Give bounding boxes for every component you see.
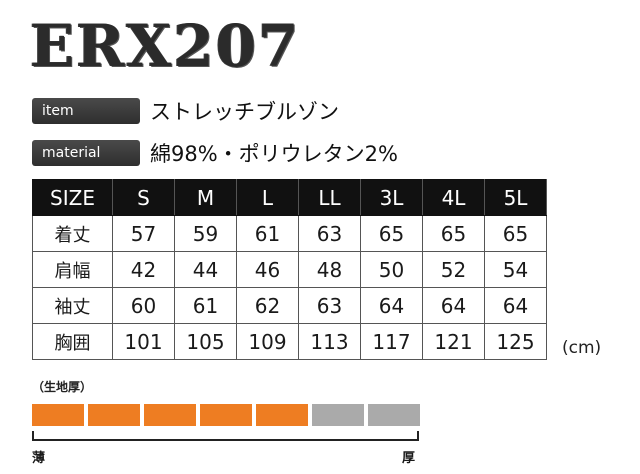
table-cell: 44 <box>174 251 237 288</box>
thickness-segment-filled <box>256 404 308 426</box>
table-cell: 52 <box>422 251 485 288</box>
size-table-header: SIZE S M L LL 3L 4L 5L <box>32 179 547 216</box>
table-cell: 60 <box>112 287 175 324</box>
table-cell: 113 <box>298 323 361 360</box>
table-cell: 61 <box>236 215 299 252</box>
table-cell: 64 <box>484 287 547 324</box>
row-label: 着丈 <box>32 215 113 252</box>
table-row: 着丈 57 59 61 63 65 65 65 <box>32 215 547 252</box>
table-cell: 48 <box>298 251 361 288</box>
table-cell: 54 <box>484 251 547 288</box>
table-row: 袖丈 60 61 62 63 64 64 64 <box>32 287 547 324</box>
header-cell: L <box>236 179 299 216</box>
table-cell: 65 <box>360 215 423 252</box>
header-cell: 5L <box>484 179 547 216</box>
header-cell-size: SIZE <box>32 179 113 216</box>
table-cell: 125 <box>484 323 547 360</box>
thickness-segment-empty <box>368 404 420 426</box>
table-cell: 65 <box>422 215 485 252</box>
thickness-scale-bracket <box>32 431 419 441</box>
spec-row-material: material 綿98%・ポリウレタン2% <box>32 140 398 166</box>
table-cell: 42 <box>112 251 175 288</box>
table-cell: 65 <box>484 215 547 252</box>
header-cell: S <box>112 179 175 216</box>
thickness-segment-empty <box>312 404 364 426</box>
table-cell: 46 <box>236 251 299 288</box>
row-label: 袖丈 <box>32 287 113 324</box>
size-table: SIZE S M L LL 3L 4L 5L 着丈 57 59 61 63 65… <box>32 179 547 360</box>
thickness-min-label: 薄 <box>32 451 46 466</box>
table-cell: 105 <box>174 323 237 360</box>
table-cell: 109 <box>236 323 299 360</box>
table-cell: 64 <box>360 287 423 324</box>
thickness-segment-filled <box>88 404 140 426</box>
fabric-thickness-meter <box>32 404 420 426</box>
thickness-max-label: 厚 <box>402 451 416 466</box>
table-cell: 121 <box>422 323 485 360</box>
header-cell: M <box>174 179 237 216</box>
thickness-segment-filled <box>144 404 196 426</box>
table-cell: 63 <box>298 287 361 324</box>
spec-tag-material: material <box>32 140 140 166</box>
table-row: 胸囲 101 105 109 113 117 121 125 <box>32 323 547 360</box>
table-cell: 64 <box>422 287 485 324</box>
table-cell: 59 <box>174 215 237 252</box>
row-label: 胸囲 <box>32 323 113 360</box>
table-cell: 117 <box>360 323 423 360</box>
unit-label: (cm) <box>562 338 602 358</box>
spec-tag-item: item <box>32 98 140 124</box>
spec-value-item: ストレッチブルゾン <box>150 100 339 124</box>
fabric-thickness-label: （生地厚） <box>32 380 93 394</box>
table-cell: 57 <box>112 215 175 252</box>
table-cell: 62 <box>236 287 299 324</box>
thickness-segment-filled <box>200 404 252 426</box>
header-cell: 4L <box>422 179 485 216</box>
spec-value-material: 綿98%・ポリウレタン2% <box>150 142 398 166</box>
table-cell: 50 <box>360 251 423 288</box>
thickness-segment-filled <box>32 404 84 426</box>
product-code: ERX207 <box>30 12 301 80</box>
row-label: 肩幅 <box>32 251 113 288</box>
table-cell: 61 <box>174 287 237 324</box>
table-cell: 63 <box>298 215 361 252</box>
table-cell: 101 <box>112 323 175 360</box>
table-row: 肩幅 42 44 46 48 50 52 54 <box>32 251 547 288</box>
spec-row-item: item ストレッチブルゾン <box>32 98 339 124</box>
header-cell: LL <box>298 179 361 216</box>
header-cell: 3L <box>360 179 423 216</box>
